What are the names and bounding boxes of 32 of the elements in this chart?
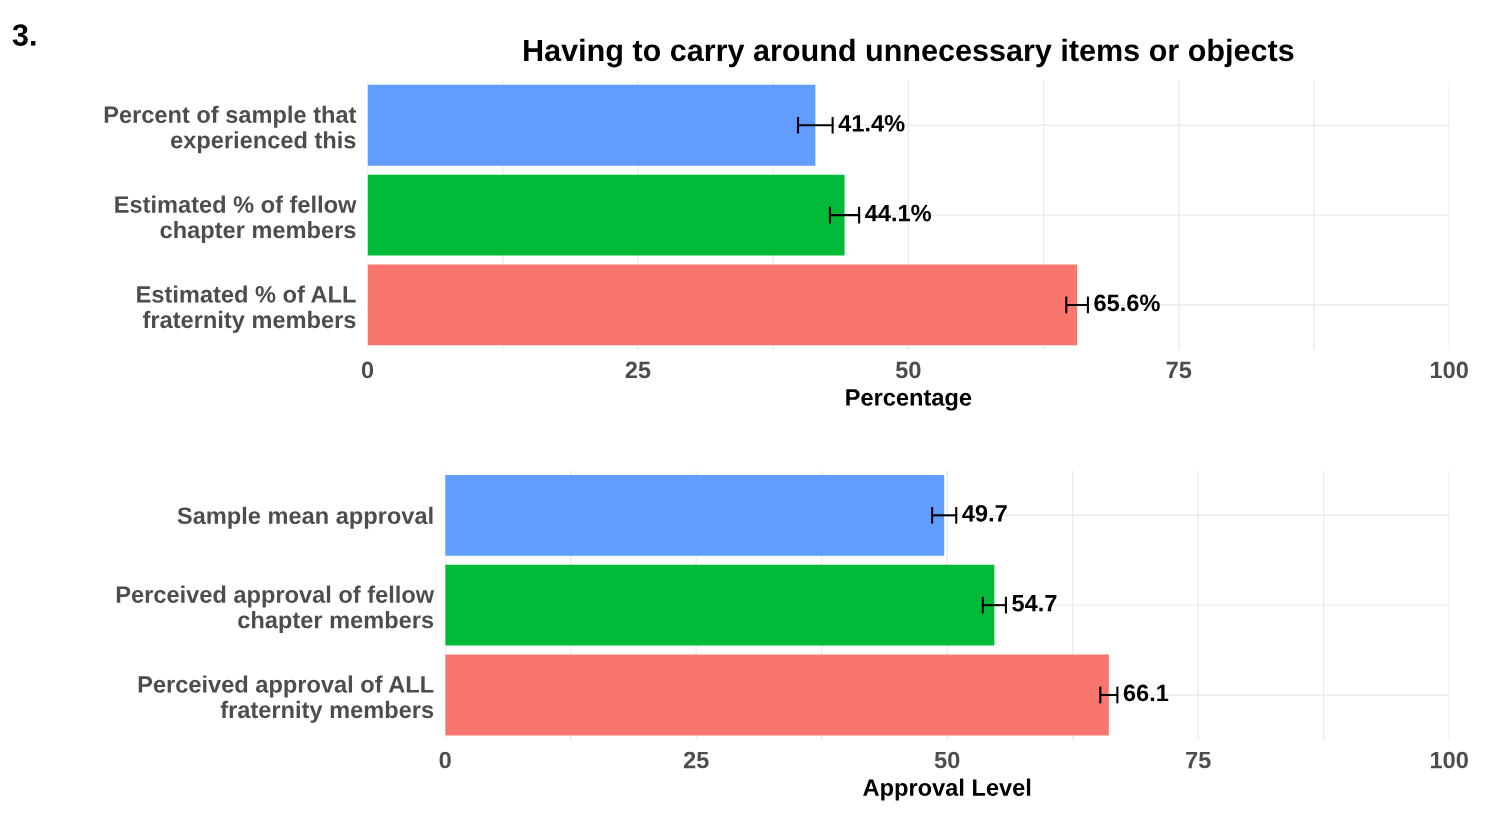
x-tick-label: 50 xyxy=(895,361,921,379)
y-tick-label: Estimated % of ALL fraternity members xyxy=(137,285,356,333)
text: 3. xyxy=(12,24,36,46)
y-tick-label: Perceived approval of ALL fraternity members xyxy=(138,675,434,723)
x-tick-label: 25 xyxy=(625,361,651,379)
data-label: 65.6% xyxy=(1094,294,1160,312)
data-label: 41.4% xyxy=(838,114,905,132)
data-label: 49.7 xyxy=(962,504,1007,522)
bar xyxy=(367,264,1078,346)
bar xyxy=(445,564,995,646)
data-label: 54.7 xyxy=(1012,595,1057,612)
x-tick-label: 100 xyxy=(1430,361,1468,379)
x-tick-label: 75 xyxy=(1166,361,1192,379)
y-tick-label: Sample mean approval xyxy=(177,506,433,529)
x-axis-title: Approval Level xyxy=(863,778,1031,801)
data-label: 66.1 xyxy=(1123,684,1169,702)
x-tick-label: 50 xyxy=(934,751,960,769)
bar xyxy=(445,474,945,556)
x-tick-label: 0 xyxy=(439,751,451,769)
y-tick-label: Percent of sample that experienced this xyxy=(104,105,357,154)
y-tick-label: Perceived approval of fellow chapter members xyxy=(116,585,435,634)
x-tick-label: 25 xyxy=(683,751,709,769)
y-tick-label: Estimated % of fellow chapter members xyxy=(115,195,357,243)
bar xyxy=(367,174,845,256)
bar xyxy=(367,84,816,166)
x-tick-label: 75 xyxy=(1186,751,1211,769)
x-tick-label: 100 xyxy=(1430,751,1468,769)
x-axis-title: Percentage xyxy=(846,389,972,411)
data-label: 44.1% xyxy=(865,204,932,222)
bar xyxy=(445,654,1109,736)
chart-title: Having to carry around unnecessary items or objects xyxy=(524,38,1294,68)
x-tick-label: 0 xyxy=(361,361,374,379)
